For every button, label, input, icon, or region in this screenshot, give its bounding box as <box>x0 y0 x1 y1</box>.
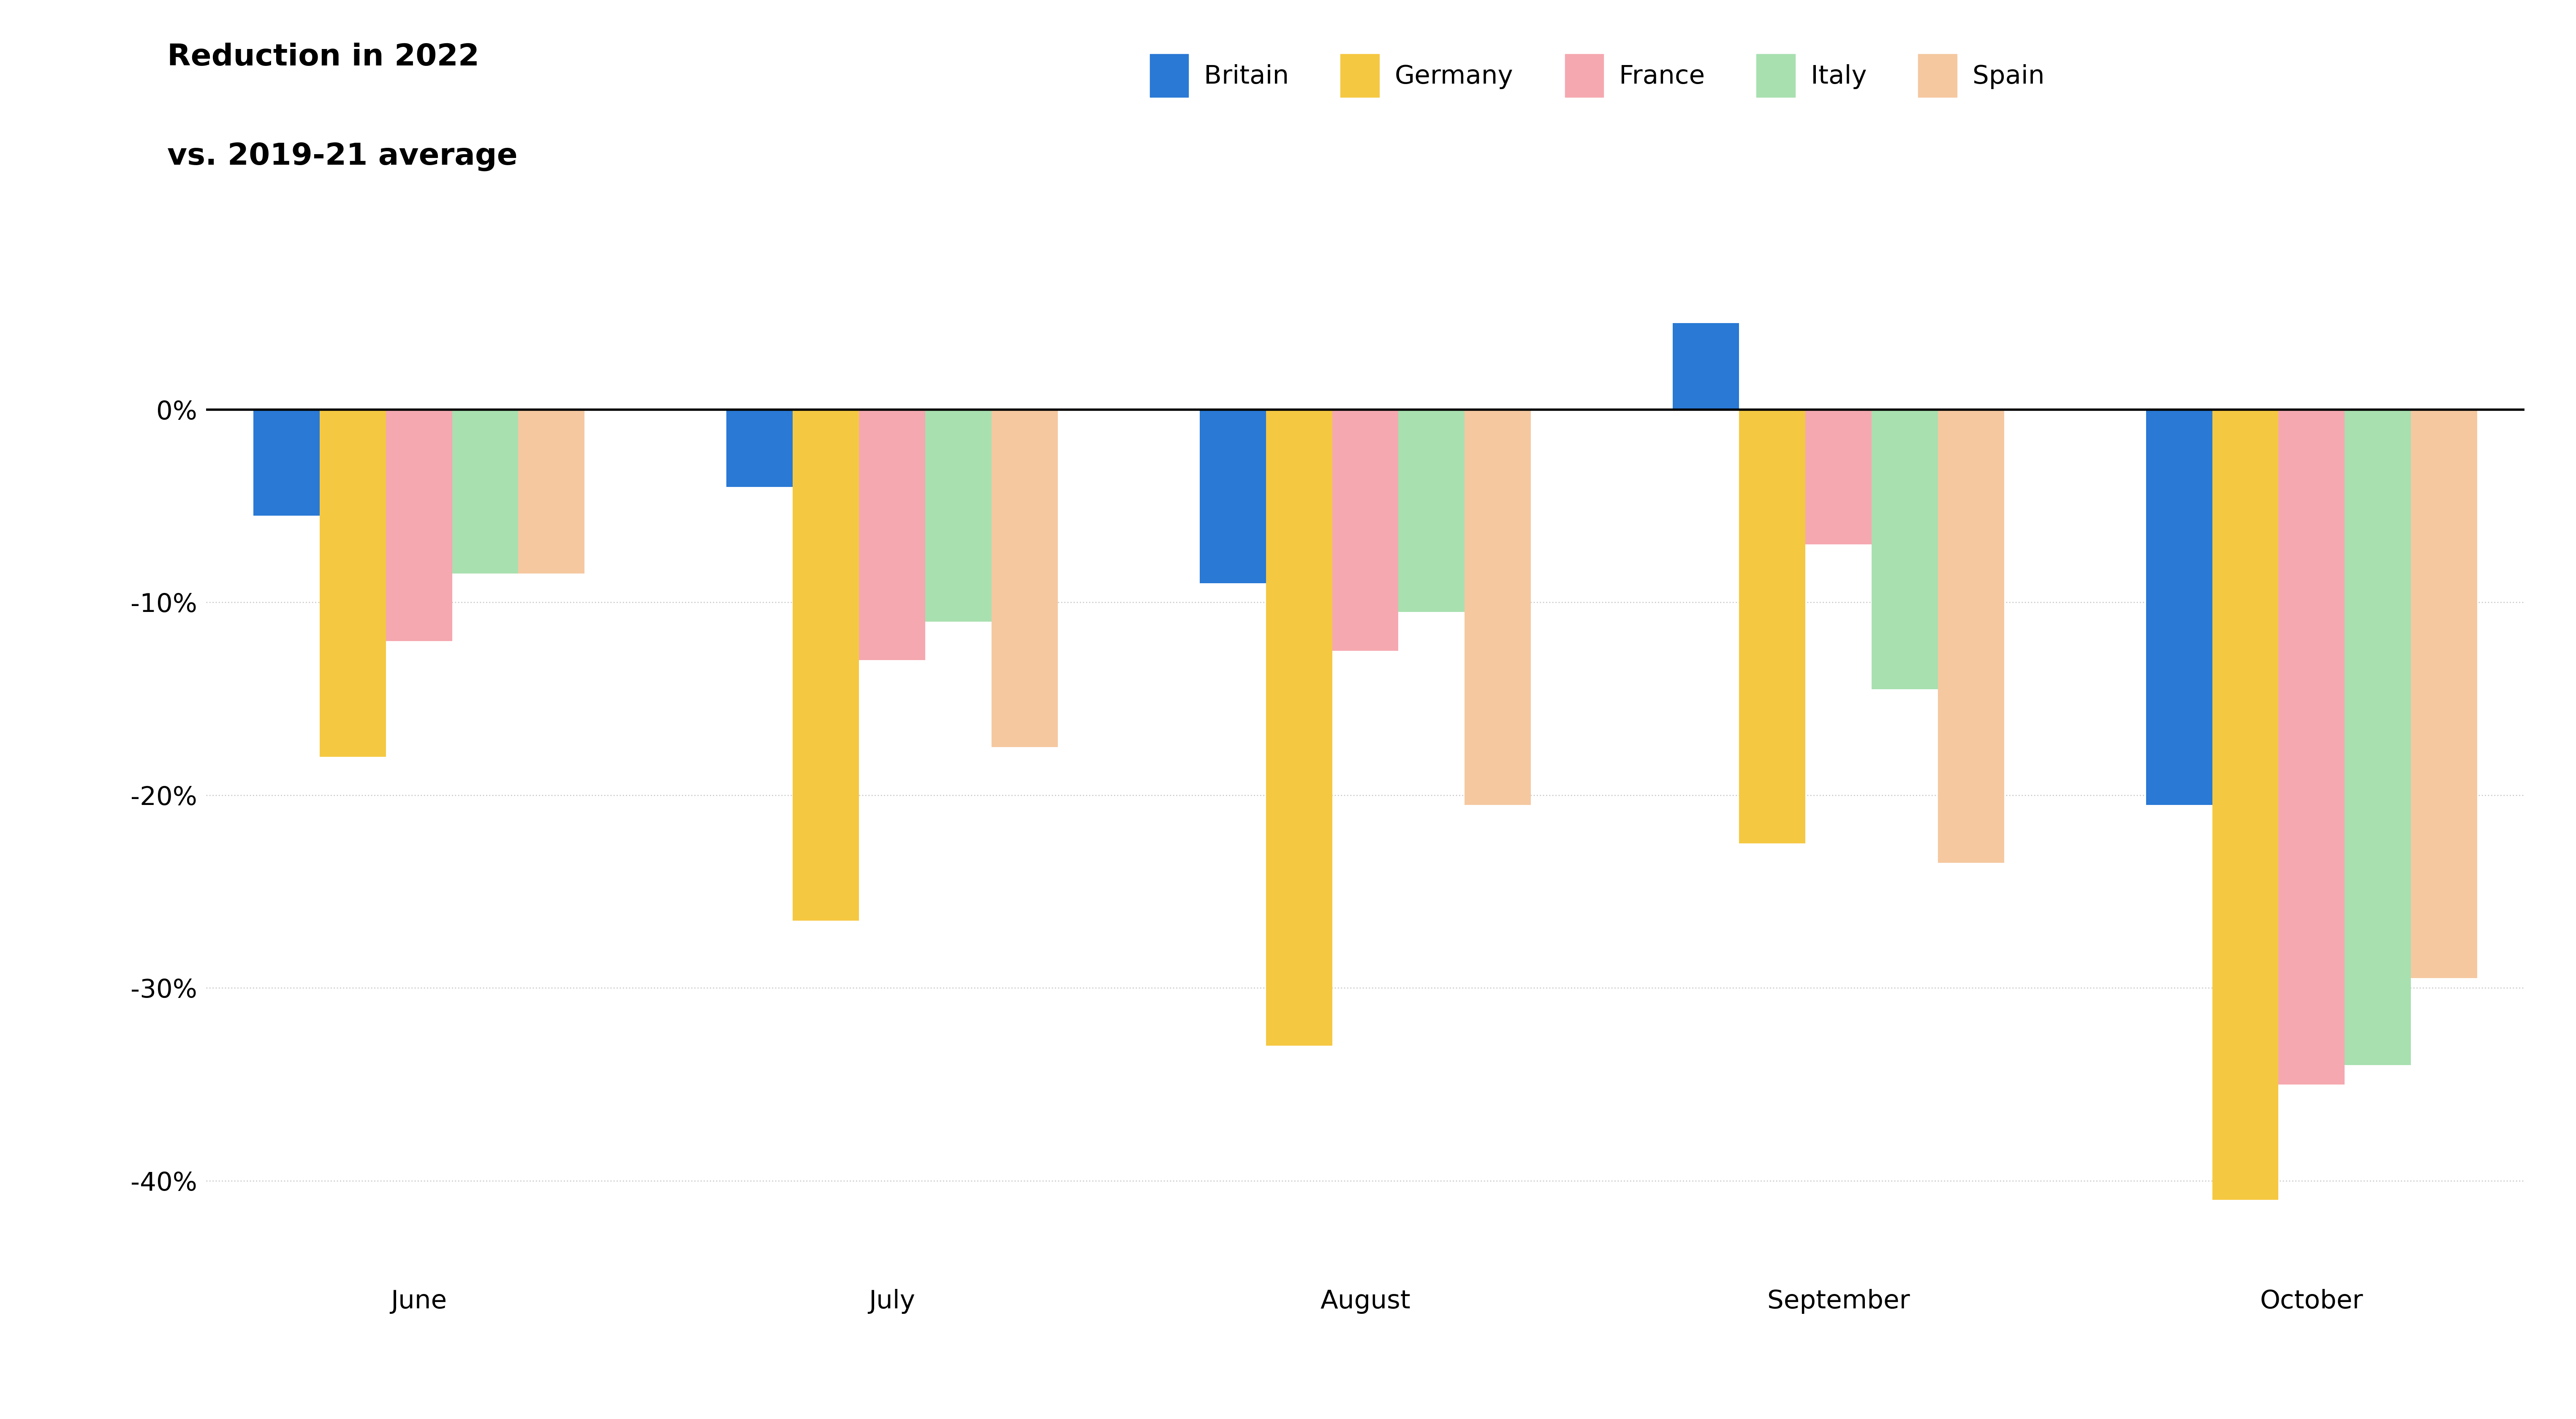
Bar <box>2277 410 2344 1084</box>
Bar <box>1672 324 1739 410</box>
Bar <box>1873 410 1937 690</box>
Bar <box>992 410 1059 746</box>
Bar <box>726 410 793 487</box>
Bar <box>1200 410 1265 583</box>
Legend: Britain, Germany, France, Italy, Spain: Britain, Germany, France, Italy, Spain <box>1139 44 2056 108</box>
Text: Reduction in 2022: Reduction in 2022 <box>167 43 479 72</box>
Text: vs. 2019-21 average: vs. 2019-21 average <box>167 142 518 172</box>
Bar <box>793 410 858 921</box>
Bar <box>386 410 453 641</box>
Bar <box>1332 410 1399 650</box>
Bar <box>1399 410 1466 612</box>
Bar <box>925 410 992 622</box>
Bar <box>252 410 319 515</box>
Bar <box>453 410 518 573</box>
Bar <box>2213 410 2277 1200</box>
Bar <box>1739 410 1806 843</box>
Bar <box>518 410 585 573</box>
Bar <box>2411 410 2478 978</box>
Bar <box>1937 410 2004 863</box>
Bar <box>858 410 925 660</box>
Bar <box>1265 410 1332 1046</box>
Bar <box>2344 410 2411 1066</box>
Bar <box>2146 410 2213 805</box>
Bar <box>1806 410 1873 545</box>
Bar <box>319 410 386 756</box>
Bar <box>1466 410 1530 805</box>
